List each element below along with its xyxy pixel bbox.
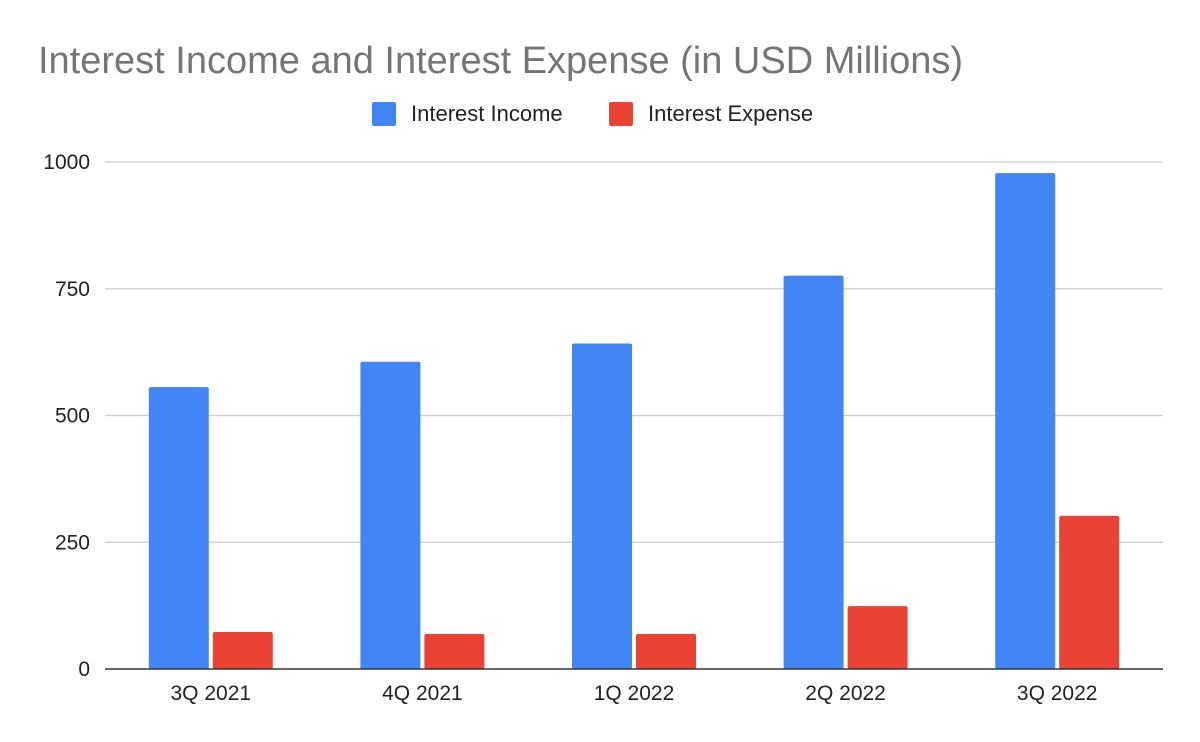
bar-interest-expense <box>847 606 908 669</box>
x-tick-label: 2Q 2022 <box>805 682 886 705</box>
bars <box>148 173 1120 670</box>
chart-title: Interest Income and Interest Expense (in… <box>38 40 963 82</box>
bar-interest-expense <box>636 634 696 669</box>
y-tick-label: 500 <box>55 405 90 428</box>
x-tick-label: 3Q 2022 <box>1017 682 1098 705</box>
y-axis-ticks: 0 250 500 750 1000 <box>43 151 90 681</box>
x-tick-label: 4Q 2021 <box>382 682 463 705</box>
y-tick-label: 250 <box>55 531 90 554</box>
gridlines <box>105 161 1163 543</box>
bar-interest-income <box>572 343 632 669</box>
legend-swatch-interest-income <box>372 102 396 126</box>
bar-interest-expense <box>424 634 485 669</box>
bar-interest-income <box>783 275 844 669</box>
bar-interest-expense <box>1059 515 1120 669</box>
bar-interest-income <box>360 361 421 669</box>
legend-label-interest-expense: Interest Expense <box>648 101 813 126</box>
bar-interest-income <box>995 173 1056 670</box>
x-tick-label: 1Q 2022 <box>594 682 675 705</box>
x-tick-label: 3Q 2021 <box>171 682 252 705</box>
y-tick-label: 0 <box>78 658 90 681</box>
bar-interest-income <box>148 387 209 669</box>
y-tick-label: 750 <box>55 278 90 301</box>
x-axis-ticks: 3Q 2021 4Q 2021 1Q 2022 2Q 2022 3Q 2022 <box>171 682 1098 705</box>
legend-label-interest-income: Interest Income <box>411 101 563 126</box>
legend-swatch-interest-expense <box>609 102 633 126</box>
bar-interest-expense <box>212 631 273 669</box>
legend: Interest Income Interest Expense <box>372 101 813 126</box>
y-tick-label: 1000 <box>43 151 90 174</box>
